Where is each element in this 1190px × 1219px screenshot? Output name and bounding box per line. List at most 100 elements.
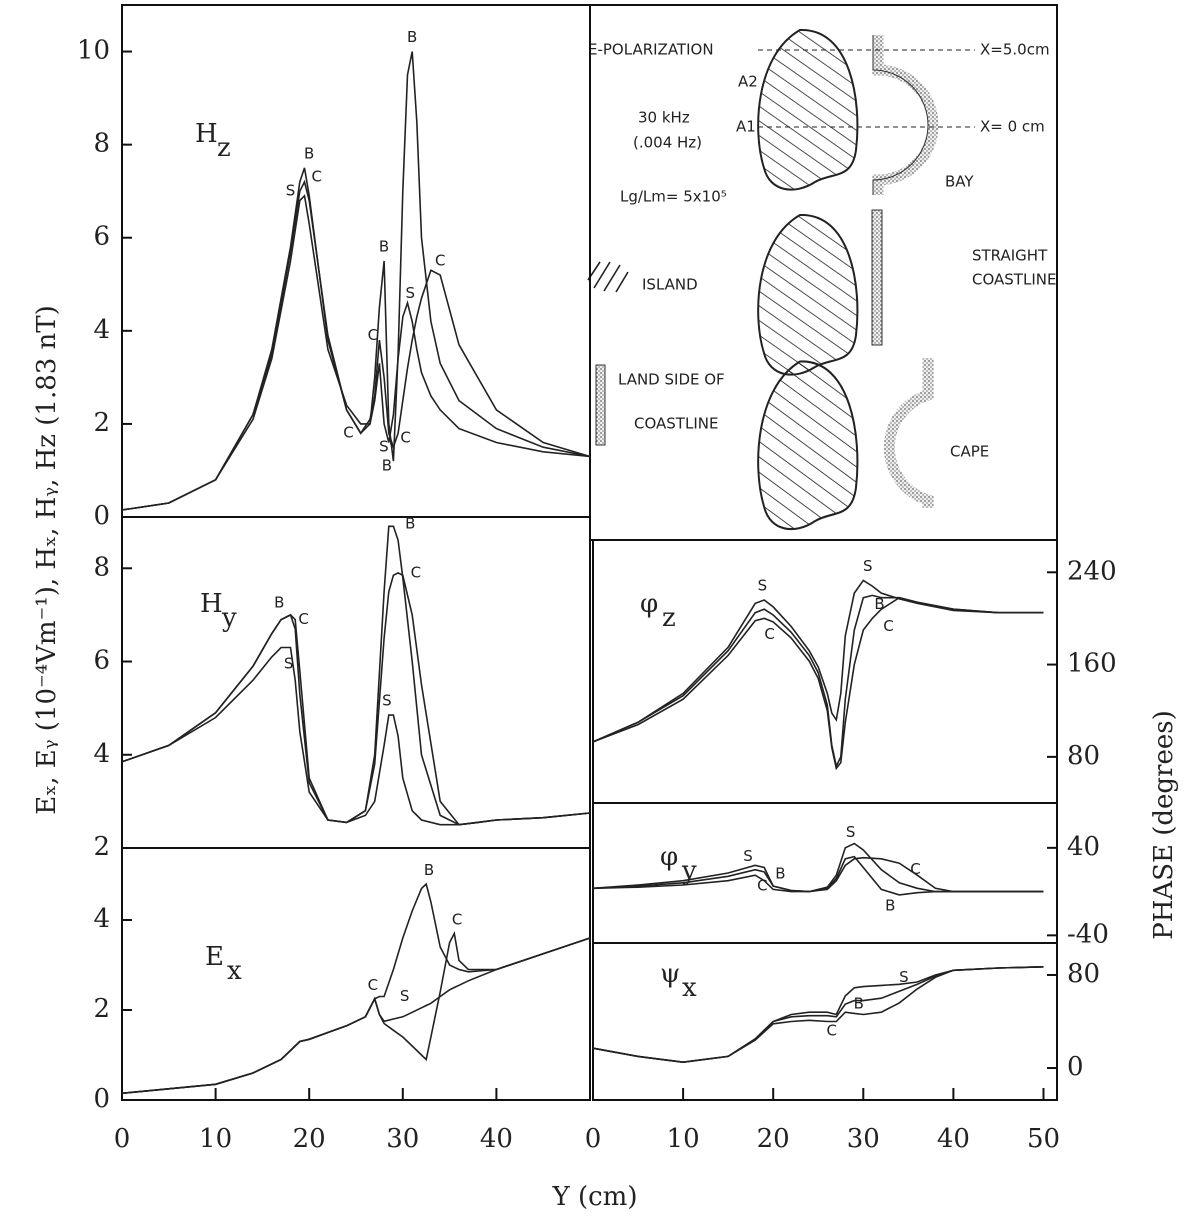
curve-label: B [304,144,314,162]
y-tick-label: 0 [93,1084,110,1114]
data-line [592,966,1044,1064]
curve-label: C [883,617,893,635]
inset-text: COASTLINE [972,271,1056,289]
cape-coast [883,358,934,508]
inset-text: E-POLARIZATION [588,41,714,59]
inset-text: 30 kHz [638,109,690,127]
x-tick-label: 20 [757,1124,790,1154]
x-tick-label: 50 [1027,1124,1060,1154]
data-line [592,855,1044,896]
inset-text: X= 0 cm [980,118,1045,136]
inset-text: ISLAND [642,276,698,294]
data-line [121,931,591,1095]
data-line [121,51,591,511]
curve-label: B [424,861,434,879]
y-tick-label: 8 [93,552,110,582]
y-tick-label: 4 [93,315,110,345]
y-tick-label: 2 [93,408,110,438]
data-line [121,646,591,826]
panel-label: E [205,942,224,972]
data-line [592,579,1044,743]
inset-text: LAND SIDE OF [618,371,725,389]
curve-label: C [910,860,920,878]
panel-label-sub: y [681,856,697,886]
inset-text: BAY [945,173,974,191]
bay-edge [872,35,929,195]
y2-axis-label: PHASE (degrees) [1149,710,1179,940]
y-tick-label: 2 [93,994,110,1024]
data-line [592,856,1044,893]
curve-label: B [382,456,392,474]
data-line [121,525,591,826]
inset-text: A2 [738,73,758,91]
curve-label: B [775,865,785,883]
y-tick-label: 40 [1067,832,1100,862]
x-tick-label: 0 [114,1124,131,1154]
land-side-coast [595,364,606,446]
panel-label: H [195,119,218,149]
inset-text: STRAIGHT [972,247,1048,265]
panel-label: φ [640,589,658,619]
panel-label-sub: x [682,973,697,1003]
curve-label: C [368,326,378,344]
x-tick-label: 10 [199,1124,232,1154]
bay-coast [872,35,939,195]
panel-frame [121,4,591,518]
y-tick-label: 2 [93,832,110,862]
curve-label: B [407,28,417,46]
y-tick-label: 80 [1067,959,1100,989]
island-key [587,261,629,293]
panel-frame [121,516,591,849]
y-tick-label: 4 [93,904,110,934]
data-line [592,842,1044,893]
curve-label: C [435,252,445,270]
curve-label: B [379,238,389,256]
curve-label: C [452,911,462,929]
curve-label: S [758,577,768,595]
x-tick-label: 40 [937,1124,970,1154]
panel-label: φ [660,842,678,872]
curve-label: S [899,968,909,986]
y-tick-label: -40 [1067,919,1109,949]
curve-label: C [298,610,308,628]
y-tick-label: 6 [93,222,110,252]
curve-label: S [846,823,856,841]
inset-text: COASTLINE [634,415,718,433]
inset-text: CAPE [950,443,989,461]
curve-label: C [311,168,321,186]
x-axis-label: Y (cm) [552,1182,638,1212]
curve-label: C [400,428,410,446]
panel-label: ψ [660,959,680,989]
curve-label: C [827,1021,837,1039]
y-axis-label: Eₓ, Eᵧ (10⁻⁴Vm⁻¹), Hₓ, Hᵧ, Hz (1.83 nT) [32,305,62,815]
straight-coast [871,209,883,346]
panel-label: H [200,589,223,619]
panel-label-sub: x [227,956,242,986]
y-tick-label: 80 [1067,741,1100,771]
x-tick-label: 30 [386,1124,419,1154]
curve-label: S [400,987,410,1005]
curve-label: S [863,557,873,575]
curve-label: B [274,594,284,612]
panel-label-sub: z [662,603,676,633]
y-tick-label: 240 [1067,556,1117,586]
x-tick-label: 10 [667,1124,700,1154]
curve-label: C [757,877,767,895]
curve-label: C [368,976,378,994]
panel-label-sub: y [221,603,237,633]
inset: E-POLARIZATION 30 kHz (.004 Hz) Lg/Lm= 5… [587,28,1056,531]
y-tick-label: 6 [93,646,110,676]
curve-label: C [411,563,421,581]
curve-label: S [743,847,753,865]
inset-text: (.004 Hz) [633,134,702,152]
x-tick-label: 40 [480,1124,513,1154]
inset-text: X=5.0cm [980,41,1050,59]
x-tick-label: 20 [293,1124,326,1154]
data-line [592,596,1044,771]
curve-label: S [286,182,296,200]
curve-label: B [854,995,864,1013]
curve-label: S [284,654,294,672]
island-shape [757,213,859,376]
curve-label: B [885,896,895,914]
